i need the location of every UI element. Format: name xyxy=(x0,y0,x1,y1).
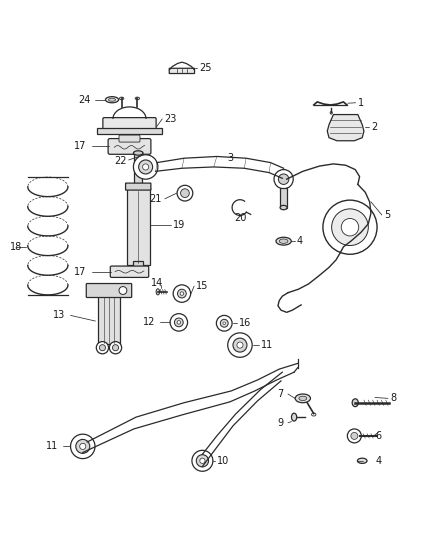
Text: 8: 8 xyxy=(390,393,396,403)
FancyBboxPatch shape xyxy=(119,135,140,142)
Circle shape xyxy=(80,443,86,449)
Circle shape xyxy=(180,292,184,295)
Circle shape xyxy=(323,200,377,254)
Text: 14: 14 xyxy=(151,278,163,288)
Text: 22: 22 xyxy=(114,156,127,166)
FancyBboxPatch shape xyxy=(126,183,151,190)
Ellipse shape xyxy=(280,205,287,210)
Ellipse shape xyxy=(156,289,159,295)
Text: 15: 15 xyxy=(196,281,208,291)
Text: 17: 17 xyxy=(74,141,86,151)
Circle shape xyxy=(143,164,149,170)
Circle shape xyxy=(351,432,358,439)
Text: 24: 24 xyxy=(78,95,90,104)
Circle shape xyxy=(110,342,122,354)
Circle shape xyxy=(173,285,191,302)
Ellipse shape xyxy=(276,237,291,245)
FancyBboxPatch shape xyxy=(86,284,132,297)
FancyBboxPatch shape xyxy=(108,139,151,154)
Circle shape xyxy=(233,338,247,352)
Circle shape xyxy=(139,160,152,174)
Circle shape xyxy=(341,219,359,236)
Circle shape xyxy=(216,316,232,331)
Ellipse shape xyxy=(291,413,297,421)
Text: 18: 18 xyxy=(11,242,22,252)
Bar xyxy=(134,261,143,272)
Ellipse shape xyxy=(357,458,367,463)
Text: 9: 9 xyxy=(278,418,284,428)
Ellipse shape xyxy=(311,413,316,416)
Circle shape xyxy=(347,429,361,443)
Text: 25: 25 xyxy=(199,63,212,73)
Text: 3: 3 xyxy=(227,153,233,163)
Text: 16: 16 xyxy=(239,318,251,328)
Circle shape xyxy=(99,345,106,351)
FancyBboxPatch shape xyxy=(169,68,194,74)
Circle shape xyxy=(200,458,205,463)
Bar xyxy=(280,188,287,207)
FancyBboxPatch shape xyxy=(110,266,149,277)
Circle shape xyxy=(177,321,180,324)
Circle shape xyxy=(237,342,243,348)
Circle shape xyxy=(279,174,289,184)
Circle shape xyxy=(134,155,158,179)
Bar xyxy=(127,187,150,265)
Ellipse shape xyxy=(330,111,332,114)
Ellipse shape xyxy=(106,96,119,103)
Ellipse shape xyxy=(299,396,307,400)
Text: 7: 7 xyxy=(277,389,284,399)
Ellipse shape xyxy=(295,394,311,403)
Text: 6: 6 xyxy=(375,431,381,441)
Circle shape xyxy=(119,287,127,294)
Circle shape xyxy=(274,169,293,189)
Circle shape xyxy=(223,322,226,325)
Bar xyxy=(134,153,142,189)
Text: 2: 2 xyxy=(371,122,377,132)
Circle shape xyxy=(192,450,213,471)
Text: 19: 19 xyxy=(173,220,185,230)
Text: 23: 23 xyxy=(164,114,177,124)
Bar xyxy=(97,128,162,134)
Text: 12: 12 xyxy=(143,317,155,327)
Ellipse shape xyxy=(135,97,140,100)
Circle shape xyxy=(177,185,193,201)
Circle shape xyxy=(96,342,109,354)
Circle shape xyxy=(76,439,90,454)
Text: 4: 4 xyxy=(297,236,303,246)
Text: 10: 10 xyxy=(217,456,229,466)
Circle shape xyxy=(332,209,368,246)
Circle shape xyxy=(113,345,119,351)
Circle shape xyxy=(180,189,189,198)
Text: 1: 1 xyxy=(358,98,364,108)
Text: 21: 21 xyxy=(149,194,161,204)
Polygon shape xyxy=(327,115,364,141)
Circle shape xyxy=(170,313,187,331)
Circle shape xyxy=(196,455,208,467)
Bar xyxy=(98,286,120,344)
Text: 11: 11 xyxy=(261,340,273,350)
Ellipse shape xyxy=(279,239,288,244)
Text: 20: 20 xyxy=(234,213,246,223)
Text: 5: 5 xyxy=(384,210,390,220)
Circle shape xyxy=(177,289,186,298)
Circle shape xyxy=(71,434,95,458)
Circle shape xyxy=(228,333,252,357)
Ellipse shape xyxy=(120,97,124,100)
Circle shape xyxy=(174,318,183,327)
FancyBboxPatch shape xyxy=(103,118,156,133)
Ellipse shape xyxy=(109,98,116,101)
Text: 13: 13 xyxy=(53,310,65,320)
Text: 4: 4 xyxy=(375,456,381,466)
Ellipse shape xyxy=(134,151,143,155)
Text: 11: 11 xyxy=(46,441,58,451)
Text: 17: 17 xyxy=(74,266,86,277)
Ellipse shape xyxy=(352,399,358,407)
Circle shape xyxy=(220,319,228,327)
